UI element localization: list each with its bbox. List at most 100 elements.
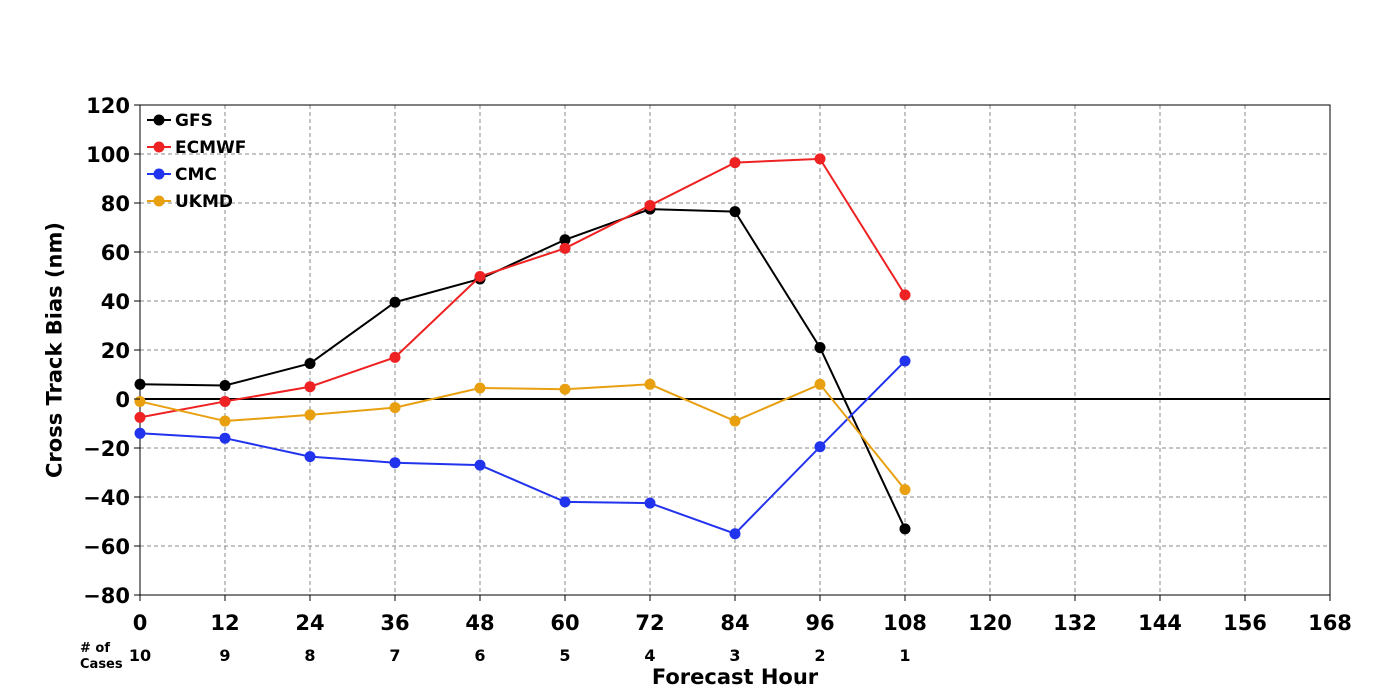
series-gfs [134, 203, 911, 535]
y-tick-label: −80 [83, 584, 130, 608]
y-tick-label: 40 [101, 290, 130, 314]
cases-title-line1: # of [80, 641, 110, 656]
x-axis-ticks: 0 12 24 36 48 60 72 84 96 108 120 132 144 156 168 [133, 595, 1352, 635]
legend-item-gfs: GFS [147, 111, 213, 131]
x-tick-label: 132 [1053, 611, 1097, 635]
cases-row: 10 9 8 7 6 5 4 3 2 1 [129, 646, 911, 665]
y-tick-label: 80 [101, 192, 130, 216]
grid-lines [139, 104, 1331, 596]
y-tick-label: 0 [115, 388, 130, 412]
data-point-ukmd [644, 378, 656, 390]
x-tick-label: 96 [805, 611, 834, 635]
data-point-cmc [389, 457, 401, 469]
legend-label: CMC [175, 165, 217, 185]
series-line-cmc [139, 360, 906, 535]
x-tick-label: 36 [380, 611, 409, 635]
y-tick-label: −60 [83, 535, 130, 559]
cases-count-label: 7 [389, 646, 400, 665]
x-tick-label: 72 [635, 611, 664, 635]
series-line-ukmd [139, 383, 906, 491]
y-tick-label: 100 [86, 143, 130, 167]
data-point-ukmd [389, 402, 401, 414]
y-axis-ticks: 120 100 80 60 40 20 0 −20 −40 −60 −80 [83, 94, 140, 608]
data-point-cmc [474, 459, 486, 471]
legend-marker [153, 168, 165, 180]
y-tick-label: 20 [101, 339, 130, 363]
series-cmc [134, 355, 911, 540]
data-point-cmc [899, 355, 911, 367]
data-point-gfs [899, 523, 911, 535]
data-point-gfs [814, 342, 826, 354]
data-point-cmc [814, 441, 826, 453]
legend: GFS ECMWF CMC UKMD [147, 111, 246, 212]
data-point-gfs [559, 234, 571, 246]
cases-count-label: 3 [729, 646, 740, 665]
y-axis-title: Cross Track Bias (nm) [42, 222, 66, 478]
data-point-ecmwf [474, 271, 486, 282]
data-point-ukmd [899, 484, 911, 496]
y-tick-label: −40 [83, 486, 130, 510]
legend-item-ukmd: UKMD [147, 192, 233, 212]
data-point-ukmd [219, 415, 231, 427]
data-point-ecmwf [389, 351, 401, 363]
series-ecmwf [134, 153, 911, 423]
data-point-cmc [729, 528, 741, 540]
legend-item-cmc: CMC [147, 165, 217, 185]
x-tick-label: 0 [133, 611, 148, 635]
data-point-ukmd [729, 415, 741, 427]
data-point-ecmwf [814, 153, 826, 165]
data-point-gfs [304, 357, 316, 369]
data-point-ukmd [134, 395, 146, 407]
legend-label: GFS [175, 111, 213, 131]
x-tick-label: 60 [550, 611, 579, 635]
cases-count-label: 2 [814, 646, 825, 665]
data-point-ecmwf [729, 157, 741, 169]
y-tick-label: 60 [101, 241, 130, 265]
x-tick-label: 24 [295, 611, 324, 635]
series-line-gfs [139, 208, 906, 530]
data-point-cmc [644, 497, 656, 509]
data-point-ukmd [304, 409, 316, 421]
x-axis-title: Forecast Hour [652, 665, 819, 689]
series-line-ecmwf [139, 157, 906, 419]
data-point-gfs [134, 378, 146, 390]
cases-count-label: 1 [899, 646, 910, 665]
cases-count-label: 5 [559, 646, 570, 665]
x-tick-label: 108 [883, 611, 927, 635]
data-point-cmc [304, 451, 316, 463]
data-point-ecmwf [304, 381, 316, 393]
data-point-gfs [219, 380, 231, 392]
cases-count-label: 8 [304, 646, 315, 665]
data-point-ukmd [474, 382, 486, 394]
legend-marker [153, 141, 165, 153]
x-tick-label: 120 [968, 611, 1012, 635]
data-point-gfs [729, 206, 741, 218]
x-tick-label: 84 [720, 611, 749, 635]
data-point-gfs [389, 296, 401, 308]
data-point-cmc [219, 432, 231, 444]
data-point-cmc [134, 427, 146, 439]
y-tick-label: −20 [83, 437, 130, 461]
cases-count-label: 9 [219, 646, 230, 665]
x-tick-label: 144 [1138, 611, 1182, 635]
series-layer [134, 153, 911, 540]
y-tick-label: 120 [86, 94, 130, 118]
data-point-ecmwf [899, 289, 911, 301]
cases-count-label: 10 [129, 646, 151, 665]
cases-count-label: 4 [644, 646, 655, 665]
data-point-ukmd [814, 378, 826, 390]
x-tick-label: 168 [1308, 611, 1352, 635]
legend-label: ECMWF [175, 138, 246, 158]
data-point-ukmd [559, 383, 571, 395]
x-tick-label: 156 [1223, 611, 1267, 635]
cases-title-line2: Cases [80, 657, 123, 672]
x-tick-label: 48 [465, 611, 494, 635]
legend-marker [153, 195, 165, 207]
cases-count-label: 6 [474, 646, 485, 665]
data-point-cmc [559, 496, 571, 508]
data-point-ecmwf [134, 411, 146, 423]
legend-marker [153, 114, 165, 126]
data-point-ecmwf [559, 242, 571, 254]
data-point-ecmwf [644, 199, 656, 211]
